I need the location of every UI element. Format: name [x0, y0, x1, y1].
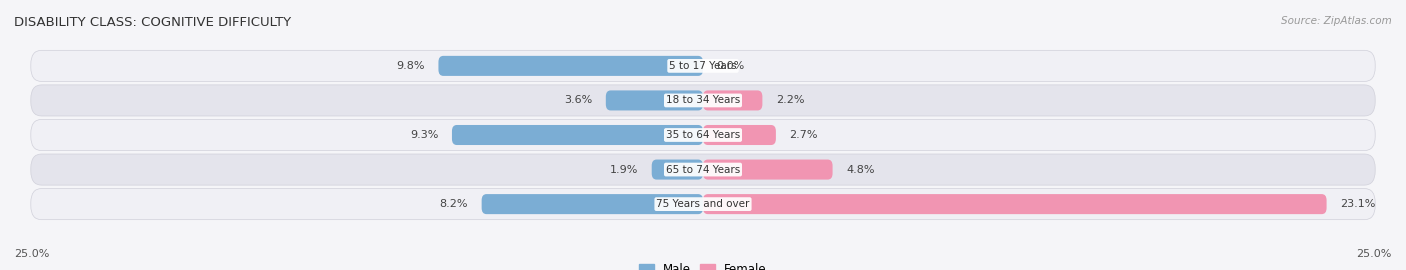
Text: 0.0%: 0.0% [717, 61, 745, 71]
Text: Source: ZipAtlas.com: Source: ZipAtlas.com [1281, 16, 1392, 26]
Text: 25.0%: 25.0% [1357, 249, 1392, 259]
Legend: Male, Female: Male, Female [634, 259, 772, 270]
Text: 35 to 64 Years: 35 to 64 Years [666, 130, 740, 140]
Text: 2.7%: 2.7% [789, 130, 818, 140]
FancyBboxPatch shape [31, 188, 1375, 220]
FancyBboxPatch shape [703, 194, 1327, 214]
FancyBboxPatch shape [703, 160, 832, 180]
FancyBboxPatch shape [482, 194, 703, 214]
Text: 8.2%: 8.2% [440, 199, 468, 209]
FancyBboxPatch shape [31, 154, 1375, 185]
FancyBboxPatch shape [31, 85, 1375, 116]
Text: 65 to 74 Years: 65 to 74 Years [666, 164, 740, 175]
Text: 1.9%: 1.9% [610, 164, 638, 175]
FancyBboxPatch shape [439, 56, 703, 76]
Text: 23.1%: 23.1% [1340, 199, 1375, 209]
Text: 9.8%: 9.8% [396, 61, 425, 71]
Text: DISABILITY CLASS: COGNITIVE DIFFICULTY: DISABILITY CLASS: COGNITIVE DIFFICULTY [14, 16, 291, 29]
Text: 25.0%: 25.0% [14, 249, 49, 259]
Text: 18 to 34 Years: 18 to 34 Years [666, 95, 740, 106]
FancyBboxPatch shape [703, 125, 776, 145]
FancyBboxPatch shape [451, 125, 703, 145]
FancyBboxPatch shape [652, 160, 703, 180]
FancyBboxPatch shape [606, 90, 703, 110]
FancyBboxPatch shape [703, 90, 762, 110]
Text: 9.3%: 9.3% [411, 130, 439, 140]
FancyBboxPatch shape [31, 119, 1375, 151]
Text: 4.8%: 4.8% [846, 164, 875, 175]
FancyBboxPatch shape [31, 50, 1375, 82]
Text: 5 to 17 Years: 5 to 17 Years [669, 61, 737, 71]
Text: 3.6%: 3.6% [564, 95, 592, 106]
Text: 75 Years and over: 75 Years and over [657, 199, 749, 209]
Text: 2.2%: 2.2% [776, 95, 804, 106]
